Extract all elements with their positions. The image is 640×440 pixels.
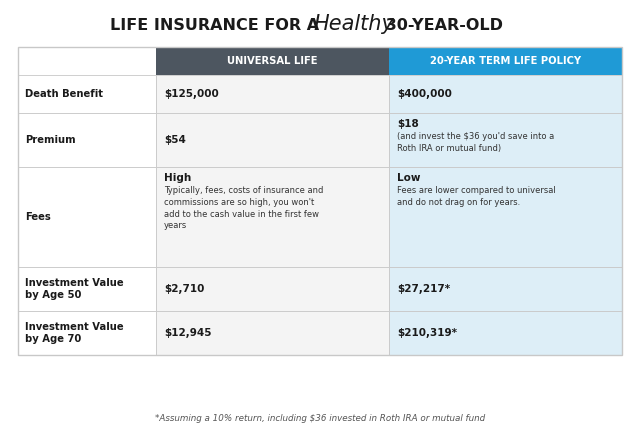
Bar xyxy=(389,311,622,355)
Text: $12,945: $12,945 xyxy=(164,328,211,338)
Bar xyxy=(156,167,389,267)
Bar xyxy=(156,113,389,167)
Bar xyxy=(18,75,156,113)
Text: 20-YEAR TERM LIFE POLICY: 20-YEAR TERM LIFE POLICY xyxy=(430,56,581,66)
Bar xyxy=(18,311,156,355)
Text: Typically, fees, costs of insurance and
commissions are so high, you won't
add t: Typically, fees, costs of insurance and … xyxy=(164,186,323,231)
Text: UNIVERSAL LIFE: UNIVERSAL LIFE xyxy=(227,56,317,66)
Text: Death Benefit: Death Benefit xyxy=(25,89,103,99)
Bar xyxy=(389,113,622,167)
Text: *Assuming a 10% return, including $36 invested in Roth IRA or mutual fund: *Assuming a 10% return, including $36 in… xyxy=(155,414,485,422)
Bar xyxy=(18,267,156,311)
Bar xyxy=(389,267,622,311)
Text: $2,710: $2,710 xyxy=(164,284,204,294)
Bar xyxy=(156,267,389,311)
Text: Premium: Premium xyxy=(25,135,76,145)
Bar xyxy=(389,167,622,267)
Text: $54: $54 xyxy=(164,135,186,145)
Text: Low: Low xyxy=(397,173,420,183)
Bar xyxy=(156,311,389,355)
Bar xyxy=(18,167,156,267)
Text: Fees: Fees xyxy=(25,212,51,222)
Text: $27,217*: $27,217* xyxy=(397,284,450,294)
Text: Investment Value
by Age 70: Investment Value by Age 70 xyxy=(25,322,124,344)
Bar xyxy=(156,75,389,113)
Bar xyxy=(18,113,156,167)
Bar xyxy=(18,47,622,355)
Bar xyxy=(389,47,622,75)
Bar xyxy=(389,75,622,113)
Text: Investment Value
by Age 50: Investment Value by Age 50 xyxy=(25,278,124,300)
Text: $210,319*: $210,319* xyxy=(397,328,457,338)
Text: $400,000: $400,000 xyxy=(397,89,452,99)
Text: LIFE INSURANCE FOR A: LIFE INSURANCE FOR A xyxy=(110,18,324,33)
Text: 30-YEAR-OLD: 30-YEAR-OLD xyxy=(380,18,503,33)
Text: $18: $18 xyxy=(397,119,419,129)
Bar xyxy=(156,47,389,75)
Text: Healthy: Healthy xyxy=(313,14,394,34)
Text: $125,000: $125,000 xyxy=(164,89,219,99)
Text: Fees are lower compared to universal
and do not drag on for years.: Fees are lower compared to universal and… xyxy=(397,186,556,207)
Text: (and invest the $36 you'd save into a
Roth IRA or mutual fund): (and invest the $36 you'd save into a Ro… xyxy=(397,132,554,153)
Text: High: High xyxy=(164,173,191,183)
